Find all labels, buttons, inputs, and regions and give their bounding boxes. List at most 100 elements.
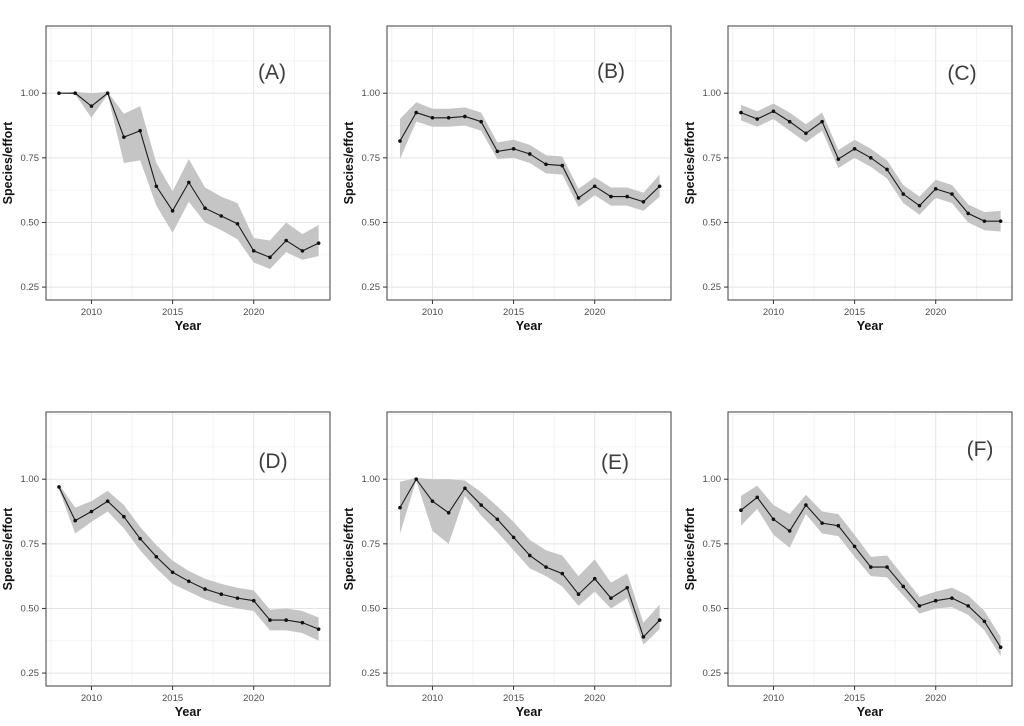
data-point	[398, 139, 402, 143]
data-points	[398, 477, 662, 639]
x-tick-label: 2010	[81, 693, 102, 704]
data-point	[950, 596, 954, 600]
data-point	[105, 499, 110, 503]
data-point	[57, 485, 61, 489]
data-point	[739, 508, 743, 513]
data-point	[89, 509, 94, 514]
data-point	[609, 596, 613, 600]
axes: 2010 2015 2020 0.25 0.50 0.75 1.00	[362, 88, 606, 318]
data-point	[203, 206, 207, 211]
y-tick-label: 0.75	[703, 153, 722, 164]
y-tick-label: 0.50	[703, 603, 722, 614]
confidence-ribbon	[399, 477, 660, 645]
data-point	[495, 517, 500, 522]
x-tick-label: 2020	[584, 693, 605, 704]
y-tick-label: 0.75	[703, 539, 722, 550]
data-point	[122, 135, 126, 139]
panel-background	[682, 386, 1023, 726]
panel-e-chart: 2010 2015 2020 0.25 0.50 0.75 1.00 Year Species/…	[341, 386, 682, 726]
data-point	[414, 110, 419, 115]
data-point	[73, 91, 78, 96]
x-tick-label: 2015	[503, 693, 524, 704]
x-axis-title: Year	[175, 319, 202, 333]
panel-d-chart: 2010 2015 2020 0.25 0.50 0.75 1.00 Year Species/…	[0, 386, 341, 726]
data-point	[966, 604, 970, 608]
y-axis-title: Species/effort	[1, 507, 15, 591]
data-point	[203, 587, 207, 591]
data-points	[739, 495, 1003, 650]
data-point	[89, 104, 94, 108]
y-tick-label: 0.50	[362, 603, 381, 614]
data-point	[170, 570, 175, 575]
panel-a-chart: 2010 2015 2020 0.25 0.50 0.75 1.00 Year Species/…	[0, 0, 341, 340]
y-tick-label: 0.50	[703, 217, 722, 228]
data-point	[187, 180, 191, 185]
y-tick-label: 0.25	[703, 282, 722, 293]
data-point	[869, 156, 873, 160]
data-point	[787, 119, 792, 124]
x-tick-label: 2020	[925, 307, 946, 318]
x-tick-label: 2020	[243, 307, 264, 318]
panel-border	[45, 25, 331, 301]
data-points	[57, 485, 321, 631]
data-points	[398, 110, 662, 204]
gridlines	[387, 412, 671, 686]
data-point	[300, 249, 305, 253]
data-point	[609, 194, 613, 199]
panel-background	[682, 0, 1023, 340]
gridlines	[728, 412, 1012, 686]
data-point	[268, 618, 272, 622]
y-axis-title: Species/effort	[683, 507, 697, 591]
y-tick-label: 1.00	[21, 474, 40, 485]
data-point	[852, 544, 857, 549]
data-point	[251, 249, 256, 253]
data-point	[625, 585, 629, 590]
data-point	[219, 214, 224, 218]
data-point	[544, 565, 548, 569]
panel-background	[0, 0, 341, 340]
data-point	[657, 184, 662, 189]
panel-letter-label: (B)	[597, 60, 625, 83]
data-point	[966, 211, 970, 216]
axes: 2010 2015 2020 0.25 0.50 0.75 1.00	[703, 474, 947, 704]
x-axis-title: Year	[857, 705, 884, 719]
data-point	[187, 579, 191, 584]
x-tick-label: 2010	[422, 693, 443, 704]
axes: 2010 2015 2020 0.25 0.50 0.75 1.00	[21, 474, 265, 704]
data-point	[463, 486, 467, 491]
x-axis-title: Year	[516, 319, 543, 333]
data-point	[657, 618, 662, 622]
data-point	[755, 117, 760, 121]
data-point	[284, 238, 288, 243]
data-point	[885, 167, 889, 172]
data-point	[479, 503, 483, 507]
data-point	[820, 119, 824, 124]
data-point	[511, 146, 516, 151]
data-point	[138, 128, 142, 133]
data-point	[901, 192, 906, 196]
data-point	[430, 499, 435, 503]
x-axis-title: Year	[857, 319, 884, 333]
y-tick-label: 1.00	[21, 88, 40, 99]
x-tick-label: 2020	[584, 307, 605, 318]
x-axis-title: Year	[516, 705, 543, 719]
panel-b-chart: 2010 2015 2020 0.25 0.50 0.75 1.00 Year Species/…	[341, 0, 682, 340]
y-tick-label: 0.75	[21, 153, 40, 164]
data-point	[560, 571, 565, 576]
data-point	[316, 627, 321, 631]
data-point	[463, 114, 467, 119]
x-tick-label: 2010	[763, 693, 784, 704]
gridlines	[46, 26, 330, 300]
data-point	[771, 109, 776, 114]
y-tick-label: 0.75	[362, 153, 381, 164]
y-tick-label: 1.00	[703, 88, 722, 99]
data-point	[933, 598, 938, 603]
gridlines	[728, 26, 1012, 300]
data-point	[560, 163, 565, 168]
data-point	[528, 553, 532, 558]
panel-a-svg: 2010 2015 2020 0.25 0.50 0.75 1.00 Year Species/…	[0, 0, 341, 340]
y-axis-title: Species/effort	[342, 121, 356, 205]
data-point	[268, 255, 272, 260]
panel-letter-label: (F)	[967, 438, 994, 461]
data-point	[950, 192, 954, 196]
